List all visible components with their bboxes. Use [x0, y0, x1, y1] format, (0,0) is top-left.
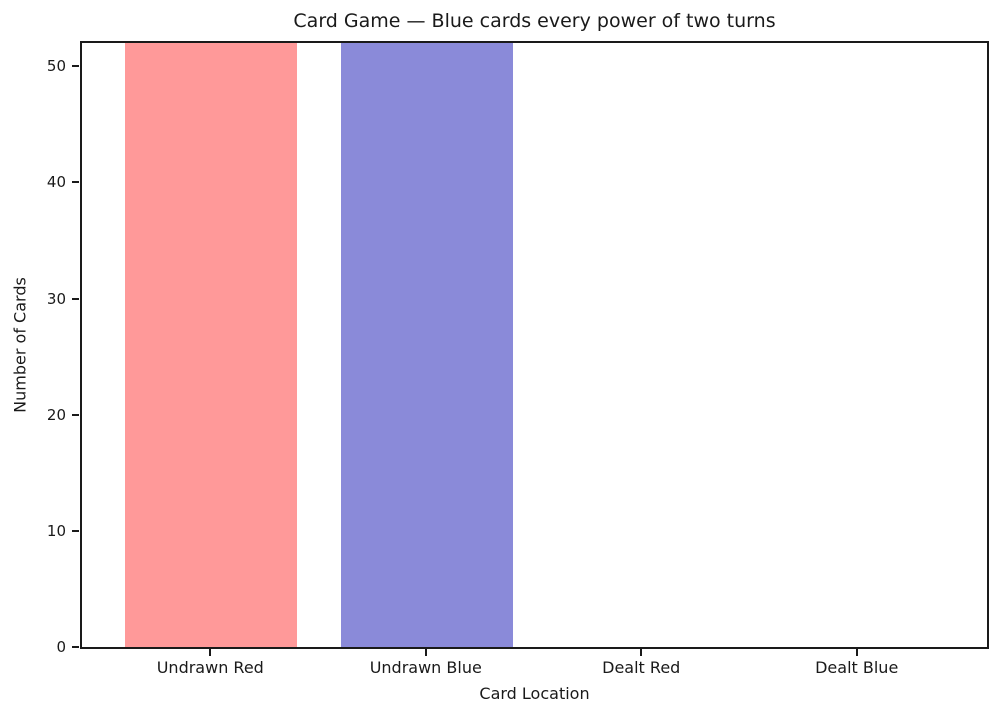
x-tick-mark	[855, 649, 858, 656]
plot-area	[80, 41, 989, 649]
y-tick-mark	[72, 297, 79, 300]
y-tick-label: 40	[46, 173, 66, 192]
y-tick-mark	[72, 65, 79, 68]
bars-layer	[82, 43, 987, 647]
x-tick-label-dealt-blue: Dealt Blue	[815, 658, 899, 677]
y-tick-mark	[72, 529, 79, 532]
x-axis-label: Card Location	[479, 684, 590, 703]
x-tick-mark	[424, 649, 427, 656]
y-tick-label: 30	[46, 289, 66, 308]
x-tick-mark	[640, 649, 643, 656]
x-tick-label-undrawn-blue: Undrawn Blue	[369, 658, 482, 677]
y-tick-label: 20	[46, 405, 66, 424]
bar-undrawn-blue	[340, 43, 513, 647]
y-tick-mark	[72, 646, 79, 648]
bar-undrawn-red	[125, 43, 298, 647]
y-tick-label: 10	[46, 521, 66, 540]
y-tick-label: 50	[46, 57, 66, 76]
y-tick-label: 0	[56, 638, 66, 656]
x-tick-label-dealt-red: Dealt Red	[602, 658, 681, 677]
x-tick-label-undrawn-red: Undrawn Red	[156, 658, 264, 677]
chart-title: Card Game — Blue cards every power of tw…	[293, 10, 776, 32]
y-tick-mark	[72, 181, 79, 184]
x-tick-mark	[209, 649, 212, 656]
y-tick-mark	[72, 413, 79, 416]
